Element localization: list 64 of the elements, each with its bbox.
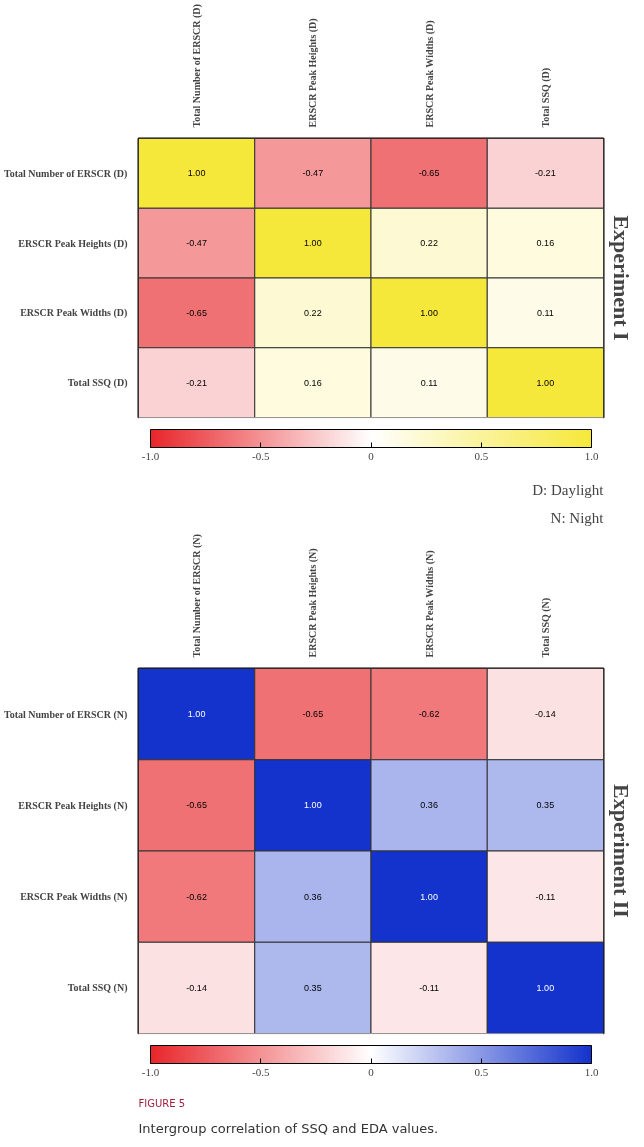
x-tick-label: Total SSQ (N) <box>539 597 552 658</box>
color-bar-label: -0.5 <box>252 449 270 462</box>
data-label: -0.62 <box>418 709 440 720</box>
data-label: 1.00 <box>536 982 555 993</box>
data-label: -0.65 <box>186 307 207 318</box>
y-tick-label: Total Number of ERSCR (N) <box>3 708 128 721</box>
data-label: 1.00 <box>304 238 322 249</box>
x-tick-label: Total Number of ERSCR (N) <box>191 534 204 658</box>
data-label: 0.11 <box>420 377 438 388</box>
caption: FIGURE 5 <box>138 1097 186 1109</box>
data-label: 0.22 <box>420 238 438 249</box>
x-tick-label: ERSCR Peak Heights (D) <box>307 18 320 128</box>
data-label: -0.47 <box>302 168 324 179</box>
data-label: 0.35 <box>304 982 322 993</box>
data-label: -0.62 <box>186 891 207 902</box>
x-tick-label: ERSCR Peak Heights (N) <box>307 548 320 658</box>
data-label: -0.14 <box>186 982 207 993</box>
text: Intergroup correlation of SSQ and EDA values. <box>138 1120 439 1136</box>
color-bar-label: 1.0 <box>584 449 599 462</box>
color-bar-label: 0 <box>368 449 375 462</box>
data-label: -0.47 <box>186 238 207 249</box>
data-label: -0.21 <box>186 377 207 388</box>
color-bar-label: 1.0 <box>584 1065 599 1078</box>
color-bar-label: 0 <box>368 1065 375 1078</box>
data-label: -0.21 <box>535 168 556 179</box>
data-label: 1.00 <box>187 168 206 179</box>
color-bar-label: -1.0 <box>141 1065 160 1078</box>
x-tick-label: Total SSQ (D) <box>539 67 552 128</box>
y-tick-label: ERSCR Peak Widths (N) <box>20 891 128 904</box>
data-label: 1.00 <box>536 377 555 388</box>
data-label: 0.22 <box>304 307 322 318</box>
color-bar-label: 0.5 <box>474 449 489 462</box>
data-label: -0.65 <box>418 168 440 179</box>
color-bar-label: -1.0 <box>141 449 160 462</box>
y-tick-label: Total SSQ (D) <box>67 377 128 390</box>
data-label: 1.00 <box>304 800 322 811</box>
x-tick-label: Total Number of ERSCR (D) <box>191 4 204 128</box>
data-label: -0.14 <box>535 709 556 720</box>
data-label: 0.16 <box>536 238 555 249</box>
y-tick-label: Total Number of ERSCR (D) <box>3 167 128 180</box>
data-label: -0.65 <box>302 709 324 720</box>
data-label: 0.11 <box>536 307 554 318</box>
data-label: 1.00 <box>187 709 206 720</box>
color-bar-label: -0.5 <box>252 1065 270 1078</box>
x-tick-label: ERSCR Peak Widths (D) <box>423 20 436 128</box>
data-label: -0.65 <box>186 800 207 811</box>
data-label: -0.11 <box>419 982 440 993</box>
y-tick-label: ERSCR Peak Heights (D) <box>18 237 128 250</box>
text: N: Night <box>550 509 605 526</box>
y-tick-label: Total SSQ (N) <box>67 982 128 995</box>
text: Experiment II <box>608 784 634 918</box>
color-bar-label: 0.5 <box>474 1065 489 1078</box>
data-label: -0.11 <box>535 891 556 902</box>
text: D: Daylight <box>532 481 605 498</box>
text: Experiment I <box>608 215 634 341</box>
data-label: 0.35 <box>536 800 555 811</box>
y-tick-label: ERSCR Peak Widths (D) <box>20 307 128 320</box>
data-label: 1.00 <box>420 891 438 902</box>
y-tick-label: ERSCR Peak Heights (N) <box>18 799 128 812</box>
data-label: 0.16 <box>304 377 322 388</box>
data-label: 0.36 <box>304 891 322 902</box>
x-tick-label: ERSCR Peak Widths (N) <box>423 550 436 658</box>
data-label: 1.00 <box>420 307 438 318</box>
data-label: 0.36 <box>420 800 438 811</box>
